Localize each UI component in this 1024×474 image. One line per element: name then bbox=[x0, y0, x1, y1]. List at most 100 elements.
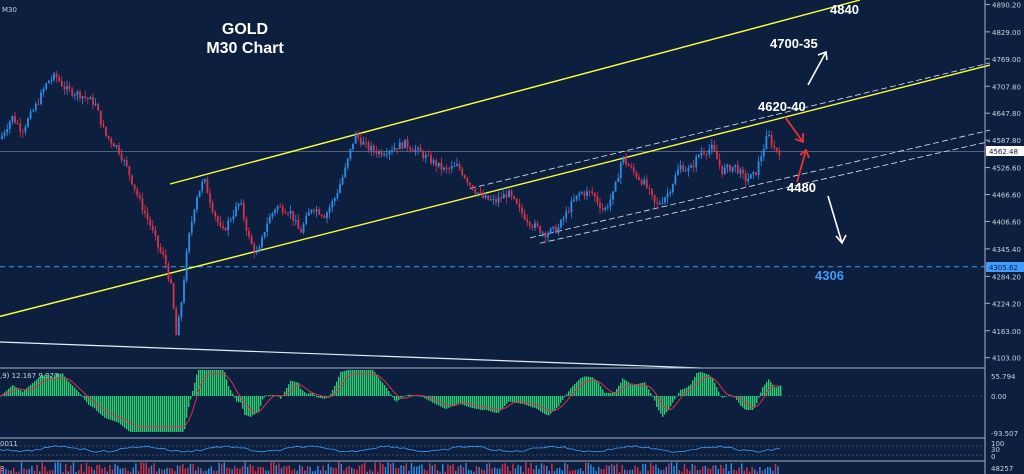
candle-body bbox=[669, 192, 672, 194]
volume-bar bbox=[421, 464, 423, 474]
volume-bar bbox=[122, 468, 124, 474]
candle-body bbox=[411, 149, 414, 152]
volume-bar bbox=[488, 462, 491, 474]
macd-bar bbox=[612, 392, 614, 396]
volume-bar bbox=[481, 469, 483, 474]
volume-bar bbox=[382, 464, 384, 474]
macd-bar bbox=[490, 396, 492, 412]
macd-bar bbox=[210, 370, 212, 396]
candle-body bbox=[253, 244, 256, 253]
candle-body bbox=[697, 155, 700, 157]
volume-bar bbox=[608, 465, 610, 474]
volume-bar bbox=[442, 463, 444, 474]
macd-bar bbox=[466, 396, 468, 407]
price-tick-label: 4587.80 bbox=[992, 137, 1021, 145]
volume-bar bbox=[187, 467, 189, 474]
macd-bar bbox=[352, 370, 354, 396]
candle-body bbox=[131, 175, 133, 185]
candle-body bbox=[770, 134, 773, 146]
candle-body bbox=[32, 110, 35, 112]
candle-body bbox=[315, 209, 318, 212]
macd-bar bbox=[778, 386, 780, 396]
volume-bar bbox=[244, 462, 246, 474]
volume-bar bbox=[408, 470, 410, 474]
macd-bar bbox=[170, 396, 172, 432]
macd-bar bbox=[756, 396, 758, 404]
volume-bar bbox=[80, 464, 82, 474]
volume-bar bbox=[639, 471, 641, 474]
volume-bar bbox=[231, 469, 233, 474]
candle-body bbox=[521, 207, 523, 214]
candle-body bbox=[248, 230, 250, 237]
volume-bar bbox=[767, 467, 769, 474]
volume-bar bbox=[150, 465, 153, 474]
volume-bar bbox=[65, 463, 67, 474]
candle-body bbox=[612, 191, 614, 200]
candle-body bbox=[671, 184, 674, 193]
volume-bar bbox=[585, 462, 587, 474]
candle-body bbox=[326, 212, 328, 219]
volume-bar bbox=[20, 462, 23, 474]
volume-bar bbox=[611, 463, 613, 474]
candle-body bbox=[398, 142, 401, 150]
macd-bar bbox=[468, 396, 470, 407]
volume-bar bbox=[452, 464, 454, 474]
candle-body bbox=[638, 177, 640, 180]
volume-bar bbox=[215, 470, 218, 474]
macd-bar bbox=[456, 396, 458, 405]
candle-body bbox=[518, 203, 521, 208]
macd-bar bbox=[252, 396, 254, 416]
macd-bar bbox=[364, 370, 366, 396]
macd-bar bbox=[530, 396, 532, 407]
macd-bar bbox=[652, 396, 654, 397]
volume-bar bbox=[288, 465, 290, 474]
candle-body bbox=[622, 156, 625, 163]
candle-body bbox=[453, 165, 456, 167]
candle-body bbox=[661, 202, 664, 204]
macd-bar bbox=[398, 396, 400, 401]
macd-bar bbox=[148, 396, 150, 432]
candle-body bbox=[141, 198, 144, 211]
volume-bar bbox=[132, 467, 134, 474]
macd-bar bbox=[438, 396, 440, 406]
macd-bar bbox=[206, 370, 208, 396]
macd-bar bbox=[196, 374, 198, 396]
candle-body bbox=[66, 86, 68, 90]
macd-bar bbox=[312, 392, 314, 396]
volume-bar bbox=[486, 463, 488, 474]
support-price-label: 4305.62 bbox=[989, 264, 1018, 272]
macd-bar bbox=[760, 392, 762, 396]
macd-bar bbox=[428, 396, 430, 401]
candle-body bbox=[573, 199, 575, 202]
macd-bar bbox=[712, 378, 714, 396]
volume-bar bbox=[202, 471, 205, 474]
macd-bar bbox=[266, 395, 268, 396]
volume-bar bbox=[249, 464, 251, 474]
candle-body bbox=[263, 231, 266, 237]
volume-bar bbox=[730, 463, 732, 474]
indicator2-tick-100: 100 bbox=[991, 440, 1004, 448]
macd-bar bbox=[316, 396, 318, 398]
volume-bar bbox=[356, 469, 358, 474]
volume-bar bbox=[618, 471, 621, 474]
volume-bar bbox=[140, 462, 142, 474]
candle-body bbox=[149, 219, 152, 226]
macd-bar bbox=[264, 396, 266, 398]
macd-bar bbox=[16, 387, 18, 396]
candle-body bbox=[55, 73, 58, 78]
macd-bar bbox=[178, 396, 180, 432]
macd-bar bbox=[472, 396, 474, 409]
candle-body bbox=[274, 209, 276, 214]
macd-bar bbox=[770, 381, 772, 396]
candle-body bbox=[63, 86, 66, 90]
volume-bar bbox=[221, 464, 223, 474]
candle-body bbox=[443, 167, 445, 170]
volume-bar bbox=[733, 469, 735, 474]
macd-bar bbox=[534, 396, 536, 408]
macd-bar bbox=[558, 396, 560, 407]
candle-body bbox=[305, 215, 308, 225]
macd-bar bbox=[674, 396, 676, 400]
macd-bar bbox=[386, 387, 388, 396]
candle-body bbox=[687, 167, 690, 171]
macd-bar bbox=[236, 396, 238, 402]
